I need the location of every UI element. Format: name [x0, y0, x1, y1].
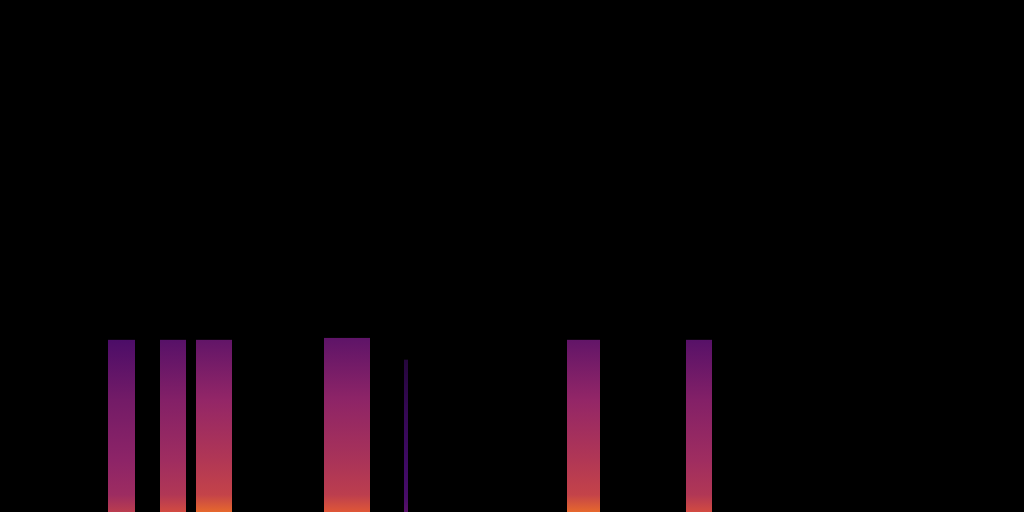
sound-segment: [404, 360, 408, 512]
sound-segment: [108, 340, 135, 512]
sound-segment: [160, 340, 186, 512]
segments: [108, 338, 712, 512]
spectrogram: [0, 0, 1024, 512]
sound-segment: [324, 338, 370, 512]
sound-segment: [196, 340, 232, 512]
sound-segment: [686, 340, 712, 512]
sound-segment: [567, 340, 600, 512]
background: [0, 0, 1024, 512]
spectrogram-root: [0, 0, 1024, 512]
